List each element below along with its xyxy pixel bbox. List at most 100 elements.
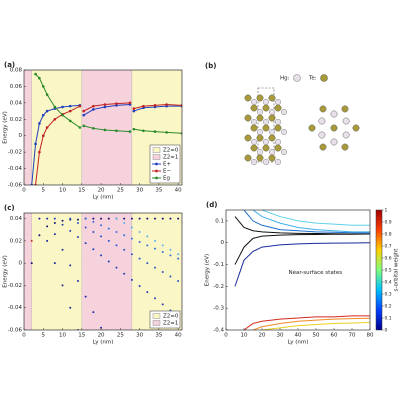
- data-point: [41, 113, 45, 117]
- data-point: [92, 311, 95, 314]
- colorbar-tick-label: 0.3: [385, 292, 392, 298]
- slab-structure: [244, 94, 288, 166]
- data-point: [115, 244, 118, 247]
- plot-panel: [234, 210, 370, 330]
- data-point: [115, 230, 118, 233]
- legend-label: Z2=0: [163, 314, 179, 320]
- x-tick-label: 10: [59, 333, 66, 339]
- data-point: [53, 233, 56, 236]
- data-point: [68, 119, 72, 123]
- data-point: [161, 244, 164, 247]
- data-point: [138, 240, 141, 243]
- data-point: [92, 108, 95, 111]
- y-tick-label: -0.04: [8, 166, 23, 172]
- data-point: [61, 113, 64, 117]
- x-tick-label: 70: [349, 333, 356, 339]
- te-atom: [319, 143, 327, 151]
- data-point: [100, 235, 103, 238]
- data-point: [154, 247, 157, 250]
- series-line: [234, 242, 370, 287]
- data-point: [38, 122, 41, 125]
- hg-atom: [330, 110, 338, 118]
- data-point: [92, 217, 95, 220]
- data-point: [100, 217, 103, 220]
- x-tick-label: 50: [313, 333, 320, 339]
- data-point: [41, 134, 45, 138]
- legend-marker: [155, 162, 158, 166]
- te-atom: [274, 124, 282, 132]
- data-point: [115, 102, 118, 105]
- y-tick-label: 0.1: [215, 218, 224, 224]
- data-point: [61, 284, 64, 287]
- colorbar-label: s-orbital weight: [394, 248, 400, 292]
- y-tick-label: -0.04: [8, 305, 23, 311]
- data-point: [177, 257, 180, 260]
- hg-atom: [256, 148, 264, 156]
- te-atom: [268, 94, 276, 102]
- data-point: [130, 226, 133, 229]
- y-tick-label: -0.06: [8, 183, 23, 189]
- data-point: [100, 326, 103, 329]
- data-point: [82, 124, 86, 128]
- y-tick-label: -0.1: [213, 262, 224, 268]
- data-point: [92, 220, 95, 223]
- hg-atom: [274, 118, 282, 126]
- x-tick-label: 40: [175, 333, 182, 339]
- te-atom: [308, 124, 316, 132]
- hg-atom: [250, 158, 258, 166]
- te-atom: [319, 105, 327, 113]
- data-point: [53, 105, 57, 109]
- te-atom: [244, 134, 252, 142]
- colorbar: [375, 209, 383, 331]
- x-tick-label: 20: [98, 333, 105, 339]
- data-point: [84, 242, 87, 245]
- data-point: [165, 131, 168, 134]
- data-point: [53, 262, 56, 265]
- y-axis-label: Energy (eV): [3, 255, 9, 287]
- colorbar-tick-label: 0.7: [385, 244, 392, 250]
- data-point: [78, 126, 82, 129]
- data-point: [78, 104, 82, 108]
- data-point: [169, 254, 172, 257]
- data-point: [41, 85, 45, 88]
- data-point: [46, 225, 49, 228]
- te-atom: [256, 114, 264, 122]
- x-tick-label: 40: [175, 188, 182, 194]
- data-point: [128, 101, 132, 105]
- y-tick-label: 0.04: [10, 100, 23, 106]
- data-point: [61, 105, 64, 109]
- x-tick-label: 5: [42, 333, 46, 339]
- data-point: [69, 229, 72, 232]
- structure-panel: (b) Hg: Te:: [205, 62, 360, 166]
- legend-swatch: [152, 320, 161, 326]
- colorbar-tick-label: 0.2: [385, 304, 392, 310]
- data-point: [132, 107, 136, 110]
- y-axis-label: Energy (eV): [3, 111, 9, 143]
- hg-atom: [280, 148, 288, 156]
- x-tick-label: 20: [259, 333, 266, 339]
- series-line: [234, 233, 370, 265]
- data-point: [107, 239, 110, 242]
- data-point: [103, 105, 107, 109]
- data-point: [153, 130, 157, 133]
- legend-hg: Hg:: [280, 76, 290, 82]
- data-point: [100, 254, 103, 257]
- data-point: [69, 217, 72, 220]
- panel-label: (d): [206, 201, 217, 209]
- data-point: [128, 130, 132, 133]
- y-tick-label: -0.3: [213, 306, 224, 312]
- top-view-structure: [308, 105, 360, 151]
- data-point: [123, 222, 126, 225]
- colorbar-tick-label: 0.9: [385, 220, 392, 226]
- hg-atom: [274, 98, 282, 106]
- data-point: [146, 217, 149, 220]
- legend-swatch: [152, 313, 161, 319]
- series-line: [261, 321, 370, 330]
- data-point: [107, 217, 110, 220]
- x-tick-label: 5: [42, 188, 46, 194]
- data-point: [34, 72, 37, 76]
- te-atom: [256, 94, 264, 102]
- data-point: [84, 226, 87, 229]
- y-tick-label: 0.04: [10, 216, 23, 222]
- annotation: Near-surface states: [288, 270, 342, 276]
